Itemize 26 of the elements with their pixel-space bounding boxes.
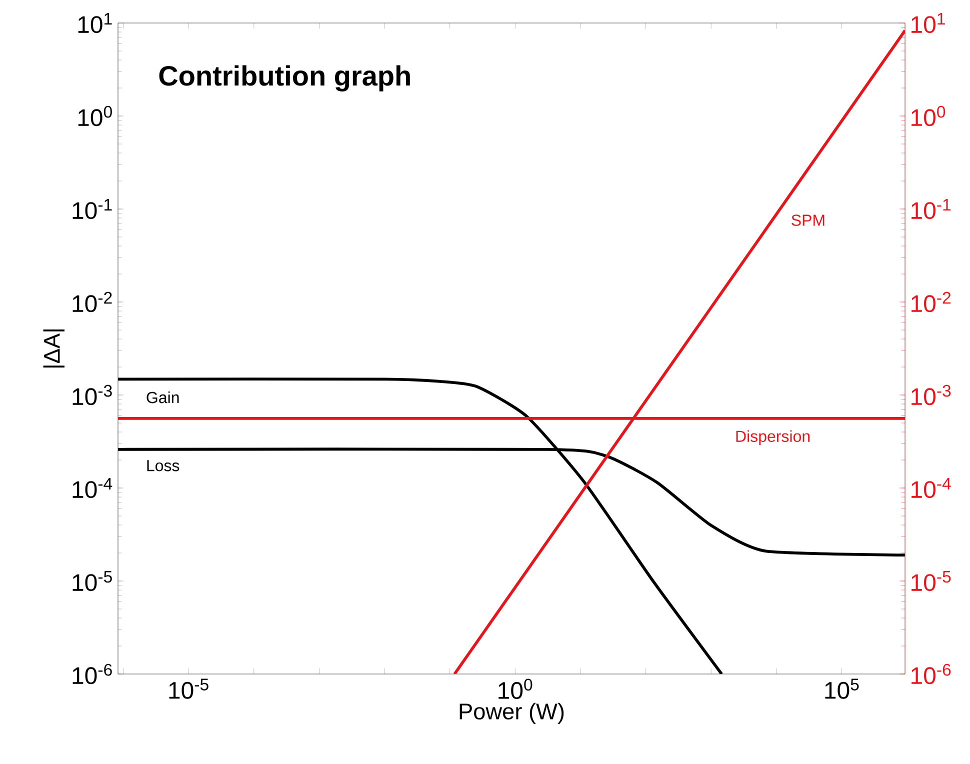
y-tick-label: 10$^{-5}$: [72, 570, 112, 592]
y-tick-label: 10$^{-4}$: [72, 478, 112, 498]
series-label: Dispersion: [736, 430, 810, 446]
x-tick-label: 10$^{0}$: [498, 678, 532, 700]
text: 10$^{-3}$: [912, 384, 951, 406]
text: Contribution graph: [159, 65, 410, 92]
text: 10$^{-5}$: [912, 570, 951, 592]
text: 10$^{-6}$: [912, 664, 951, 684]
y-tick-label: 10$^{1}$: [78, 12, 112, 34]
text: 10$^{0}$: [912, 106, 946, 126]
series-label: Loss: [147, 460, 180, 472]
series-label: Gain: [146, 391, 179, 404]
y-tick-label: 10$^{-6}$: [72, 664, 112, 684]
text: 10$^{-4}$: [912, 478, 951, 498]
y-tick-label: 10$^{0}$: [78, 106, 112, 126]
x-tick-label: 10$^{5}$: [825, 678, 859, 699]
y-tick-label: 10$^{-3}$: [72, 384, 112, 406]
series-label: SPM: [792, 214, 824, 226]
y-axis-title: |ΔA|: [43, 330, 65, 368]
y-tick-label: 10$^{-1}$: [72, 198, 112, 220]
text: 10$^{1}$: [912, 12, 945, 34]
text: 10$^{-2}$: [912, 292, 951, 312]
y-tick-label: 10$^{-2}$: [72, 292, 112, 312]
text: 10$^{-1}$: [912, 198, 951, 220]
x-tick-label: 10$^{-5}$: [169, 678, 208, 699]
x-axis-title: Power (W): [460, 702, 564, 724]
